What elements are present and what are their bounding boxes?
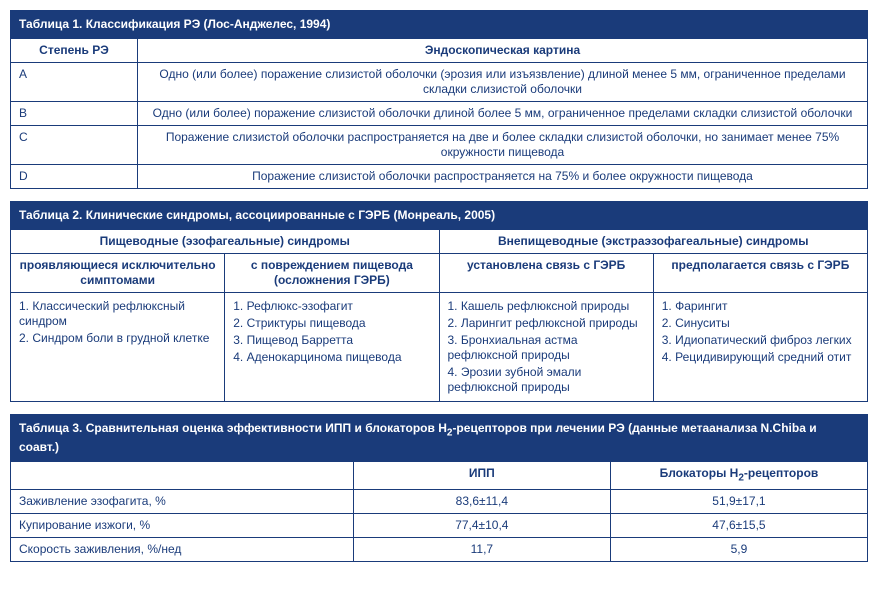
t3-h3b: -рецепторов [744, 466, 818, 480]
list-item: 1. Фарингит [662, 299, 859, 314]
table-row: D Поражение слизистой оболочки распростр… [11, 165, 868, 189]
t3-h1 [11, 461, 354, 489]
list-item: 3. Пищевод Барретта [233, 333, 430, 348]
table-row: 1. Классический рефлюксный синдром 2. Си… [11, 293, 868, 402]
table-row: Заживление эзофагита, % 83,6±11,4 51,9±1… [11, 489, 868, 513]
list-item: 1. Классический рефлюксный синдром [19, 299, 216, 329]
table-1: Таблица 1. Классификация РЭ (Лос-Анджеле… [10, 10, 868, 189]
list-item: 4. Эрозии зубной эмали рефлюксной природ… [448, 365, 645, 395]
table-row: A Одно (или более) поражение слизистой о… [11, 63, 868, 102]
t1-desc: Одно (или более) поражение слизистой обо… [138, 102, 868, 126]
list-item: 3. Идиопатический фиброз легких [662, 333, 859, 348]
t3-name: Купирование изжоги, % [11, 513, 354, 537]
t2-cell-4: 1. Фарингит 2. Синуситы 3. Идиопатически… [653, 293, 867, 402]
t2-sub-1: проявляющиеся исключительно симптомами [11, 254, 225, 293]
list-item: 2. Стриктуры пищевода [233, 316, 430, 331]
t1-desc: Поражение слизистой оболочки распростран… [138, 165, 868, 189]
t3-b: 51,9±17,1 [610, 489, 867, 513]
table-2-title: Таблица 2. Клинические синдромы, ассоции… [11, 202, 868, 230]
t1-grade: A [11, 63, 138, 102]
t3-a: 83,6±11,4 [353, 489, 610, 513]
t3-h2: ИПП [353, 461, 610, 489]
t2-sub-2: с повреждением пищевода (осложнения ГЭРБ… [225, 254, 439, 293]
t2-sub-3: установлена связь с ГЭРБ [439, 254, 653, 293]
t2-cell-1: 1. Классический рефлюксный синдром 2. Си… [11, 293, 225, 402]
table-row: C Поражение слизистой оболочки распростр… [11, 126, 868, 165]
t3-name: Заживление эзофагита, % [11, 489, 354, 513]
t1-grade: B [11, 102, 138, 126]
t1-grade: C [11, 126, 138, 165]
t1-desc: Поражение слизистой оболочки распростран… [138, 126, 868, 165]
table-3: Таблица 3. Сравнительная оценка эффектив… [10, 414, 868, 562]
t2-group1: Пищеводные (эзофагеальные) синдромы [11, 230, 440, 254]
t1-desc: Одно (или более) поражение слизистой обо… [138, 63, 868, 102]
table-row: Скорость заживления, %/нед 11,7 5,9 [11, 537, 868, 561]
t2-cell-3: 1. Кашель рефлюксной природы 2. Ларингит… [439, 293, 653, 402]
t3-h3a: Блокаторы H [660, 466, 739, 480]
table-1-title: Таблица 1. Классификация РЭ (Лос-Анджеле… [11, 11, 868, 39]
t2-sub-4: предполагается связь с ГЭРБ [653, 254, 867, 293]
t3-b: 5,9 [610, 537, 867, 561]
list-item: 1. Кашель рефлюксной природы [448, 299, 645, 314]
t3-a: 77,4±10,4 [353, 513, 610, 537]
list-item: 3. Бронхиальная астма рефлюксной природы [448, 333, 645, 363]
table-row: B Одно (или более) поражение слизистой о… [11, 102, 868, 126]
list-item: 1. Рефлюкс-эзофагит [233, 299, 430, 314]
list-item: 2. Ларингит рефлюксной природы [448, 316, 645, 331]
table-2: Таблица 2. Клинические синдромы, ассоции… [10, 201, 868, 402]
t3-a: 11,7 [353, 537, 610, 561]
t3-title-part-a: Таблица 3. Сравнительная оценка эффектив… [19, 421, 447, 435]
list-item: 4. Рецидивирующий средний отит [662, 350, 859, 365]
table-row: Купирование изжоги, % 77,4±10,4 47,6±15,… [11, 513, 868, 537]
list-item: 4. Аденокарцинома пищевода [233, 350, 430, 365]
list-item: 2. Синуситы [662, 316, 859, 331]
t1-col1-header: Степень РЭ [11, 39, 138, 63]
t3-name: Скорость заживления, %/нед [11, 537, 354, 561]
t3-b: 47,6±15,5 [610, 513, 867, 537]
t3-h3: Блокаторы H2-рецепторов [610, 461, 867, 489]
list-item: 2. Синдром боли в грудной клетке [19, 331, 216, 346]
t2-group2: Внепищеводные (экстраэзофагеальные) синд… [439, 230, 868, 254]
table-3-title: Таблица 3. Сравнительная оценка эффектив… [11, 415, 868, 462]
t2-cell-2: 1. Рефлюкс-эзофагит 2. Стриктуры пищевод… [225, 293, 439, 402]
t1-grade: D [11, 165, 138, 189]
t1-col2-header: Эндоскопическая картина [138, 39, 868, 63]
